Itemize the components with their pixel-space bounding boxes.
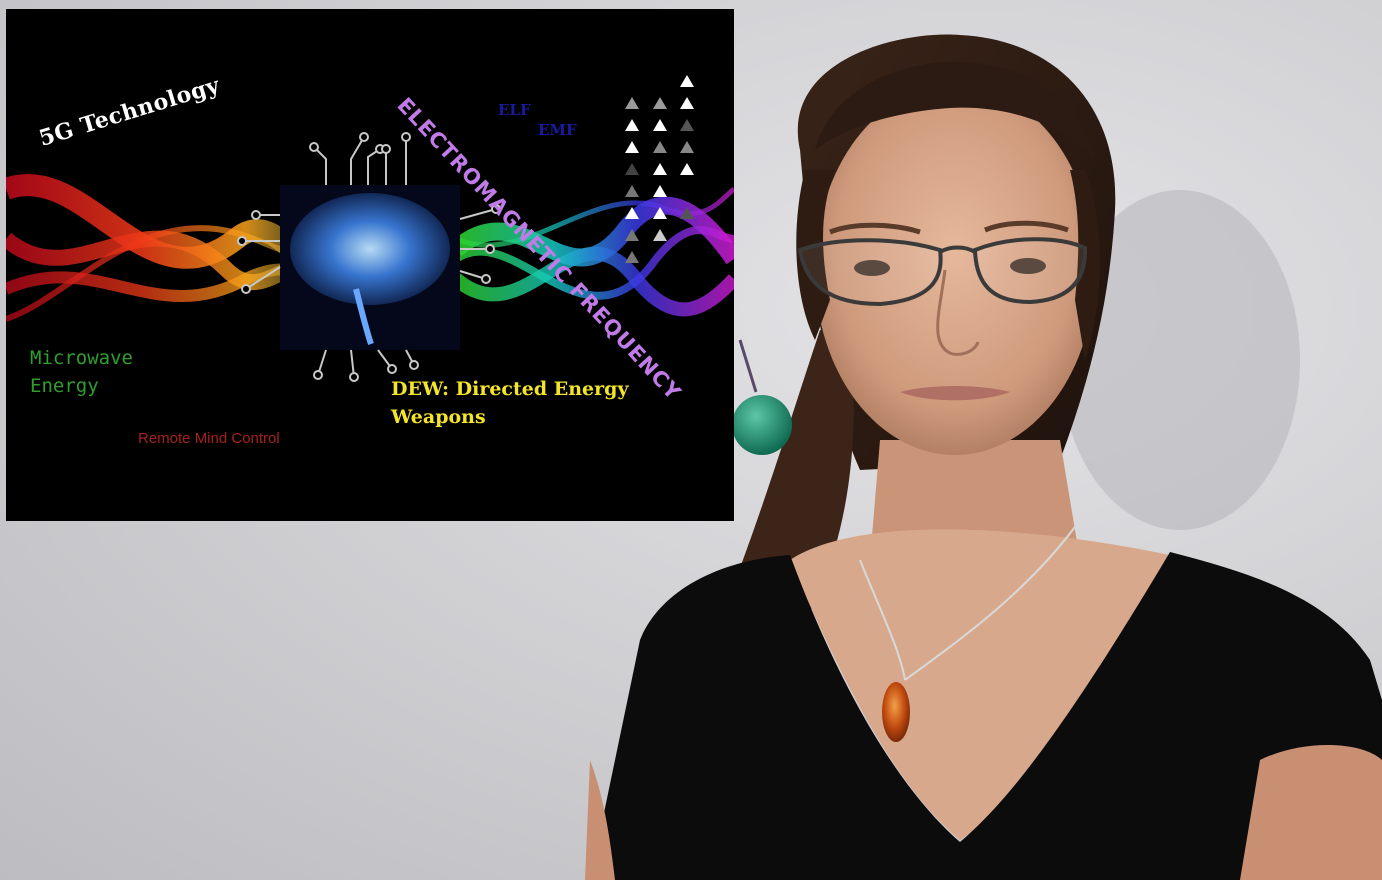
wave-artwork (6, 75, 734, 382)
label-microwave: Microwave (30, 347, 133, 369)
label-remote-mind-control: Remote Mind Control (138, 430, 280, 447)
amber-pendant (882, 682, 910, 742)
label-dew-line1: DEW: Directed Energy (391, 378, 629, 400)
triangle-grid-icon (625, 75, 694, 263)
label-emf: EMF (538, 121, 577, 139)
label-dew-line2: Weapons (391, 406, 486, 428)
black-shirt (590, 552, 1382, 880)
inset-graphic: 5G Technology ELF EMF ELECTROMAGNETIC FR… (6, 9, 734, 521)
label-elf: ELF (498, 101, 531, 119)
face (815, 85, 1095, 455)
fire-waves (6, 174, 312, 322)
brain-circuit-icon (237, 132, 501, 382)
label-energy: Energy (30, 375, 99, 397)
rainbow-waves (450, 187, 734, 317)
green-earring (732, 395, 792, 455)
